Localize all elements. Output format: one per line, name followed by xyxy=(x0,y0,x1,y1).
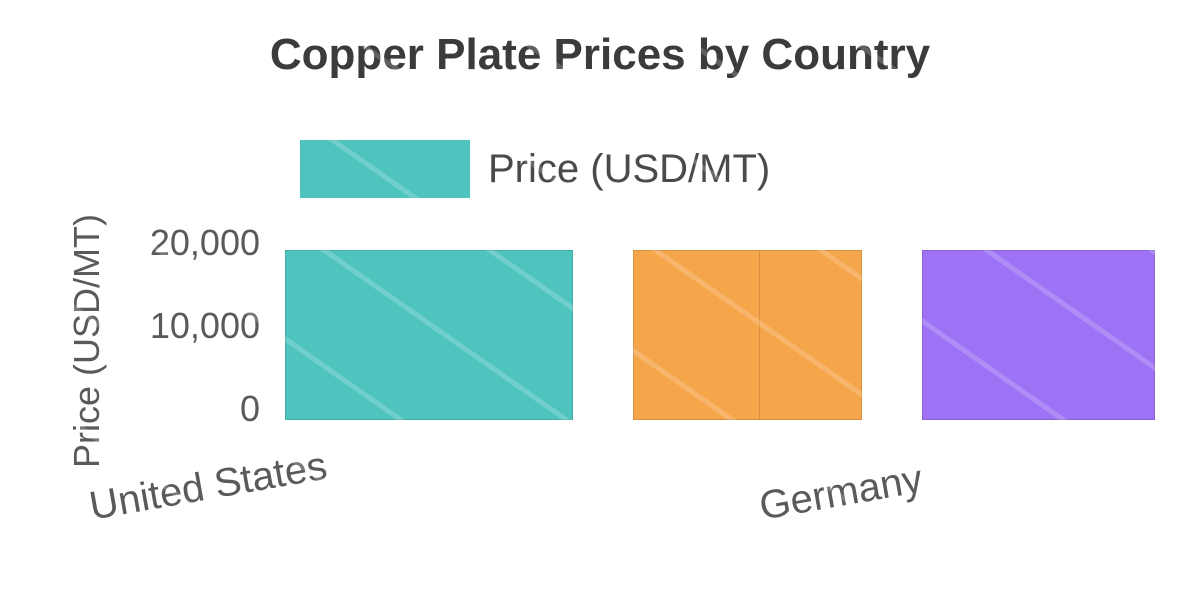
bar xyxy=(285,250,573,420)
legend: Price (USD/MT) xyxy=(300,140,770,198)
legend-label: Price (USD/MT) xyxy=(488,147,770,192)
x-axis-label: United States xyxy=(86,444,330,530)
y-tick: 10,000 xyxy=(120,305,260,347)
plot-area xyxy=(285,250,1155,420)
x-axis-labels: United States Germany xyxy=(0,445,1200,585)
bar xyxy=(922,250,1155,420)
legend-swatch xyxy=(300,140,470,198)
chart-title: Copper Plate Prices by Country xyxy=(0,30,1200,80)
y-tick: 0 xyxy=(120,388,260,430)
y-axis-label: Price (USD/MT) xyxy=(66,214,108,468)
bar xyxy=(633,250,861,420)
chart-container: Copper Plate Prices by Country Price (US… xyxy=(0,0,1200,600)
x-axis-label: Germany xyxy=(756,457,926,530)
y-tick: 20,000 xyxy=(120,222,260,264)
